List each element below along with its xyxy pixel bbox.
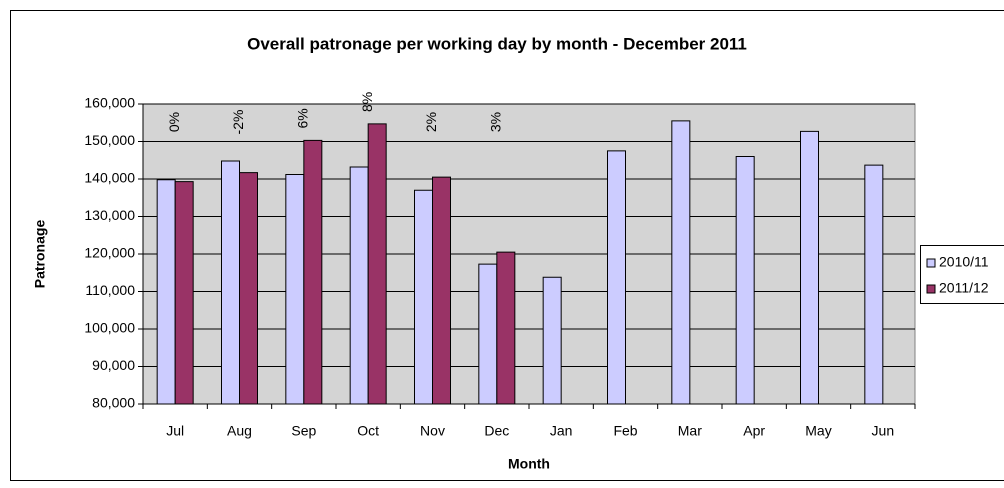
legend-swatch	[926, 258, 936, 268]
annotation: -2%	[230, 110, 246, 135]
annotation: 6%	[295, 108, 311, 128]
x-tick-label: Nov	[420, 423, 445, 439]
bar	[414, 189, 433, 405]
x-tick-label: Dec	[484, 423, 509, 439]
bar	[303, 139, 323, 405]
x-tick-label: Mar	[678, 423, 702, 439]
annotation: 0%	[166, 112, 182, 132]
x-tick-label: Feb	[613, 423, 637, 439]
y-tick-label: 120,000	[84, 245, 135, 261]
legend-label: 2011/12	[939, 280, 989, 296]
bar	[542, 276, 562, 405]
bar	[239, 172, 258, 405]
y-axis-label: Patronage	[32, 220, 48, 289]
bar	[496, 251, 516, 405]
x-axis-label: Month	[508, 456, 550, 472]
legend-box	[920, 245, 1004, 304]
x-tick-label: May	[805, 423, 831, 439]
bar	[221, 160, 240, 405]
y-tick-label: 160,000	[84, 95, 135, 111]
legend-swatch	[926, 284, 936, 294]
bar	[432, 176, 451, 405]
bar	[367, 123, 387, 405]
annotation: 8%	[359, 92, 375, 112]
bar	[285, 174, 305, 405]
bar	[800, 130, 819, 405]
bar	[156, 179, 176, 405]
x-tick-label: Oct	[357, 423, 379, 439]
y-tick-label: 130,000	[84, 207, 135, 223]
x-tick-label: Apr	[743, 423, 765, 439]
legend-label: 2010/11	[939, 254, 989, 270]
chart-title: Overall patronage per working day by mon…	[247, 34, 747, 53]
annotation: 2%	[423, 112, 439, 132]
x-tick-label: Jul	[166, 423, 184, 439]
x-tick-label: Jun	[872, 423, 895, 439]
y-tick-label: 140,000	[84, 170, 135, 186]
bar	[671, 120, 691, 405]
x-tick-label: Aug	[227, 423, 252, 439]
x-tick-label: Sep	[291, 423, 316, 439]
y-tick-label: 90,000	[92, 357, 135, 373]
bar	[864, 164, 884, 405]
bar	[607, 150, 626, 405]
x-tick-label: Jan	[550, 423, 573, 439]
y-tick-label: 100,000	[84, 320, 135, 336]
y-tick-label: 150,000	[84, 132, 135, 148]
y-tick-label: 110,000	[85, 282, 135, 298]
y-tick-label: 80,000	[92, 395, 135, 411]
bar	[735, 156, 755, 405]
annotation: 3%	[488, 112, 504, 132]
bar	[174, 181, 194, 405]
bar	[478, 263, 498, 405]
bar	[349, 166, 369, 405]
